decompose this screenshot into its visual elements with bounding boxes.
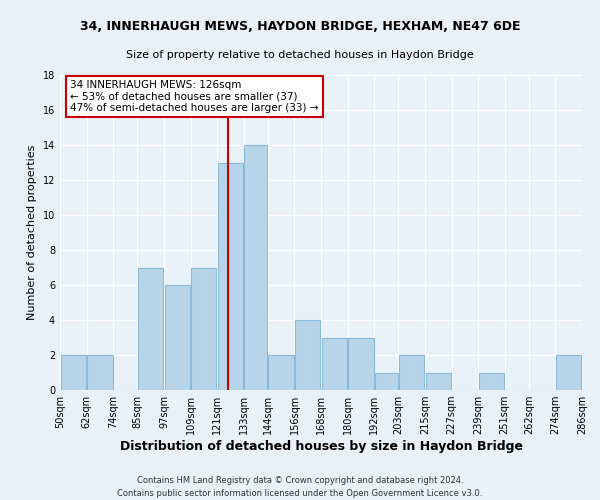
- Bar: [218, 162, 243, 390]
- Text: Contains HM Land Registry data © Crown copyright and database right 2024.: Contains HM Land Registry data © Crown c…: [137, 476, 463, 485]
- Text: 34, INNERHAUGH MEWS, HAYDON BRIDGE, HEXHAM, NE47 6DE: 34, INNERHAUGH MEWS, HAYDON BRIDGE, HEXH…: [80, 20, 520, 33]
- Bar: [348, 338, 374, 390]
- Bar: [399, 355, 424, 390]
- Bar: [425, 372, 451, 390]
- X-axis label: Distribution of detached houses by size in Haydon Bridge: Distribution of detached houses by size …: [119, 440, 523, 453]
- Bar: [374, 372, 398, 390]
- Bar: [295, 320, 320, 390]
- Bar: [479, 372, 504, 390]
- Bar: [138, 268, 163, 390]
- Bar: [61, 355, 86, 390]
- Bar: [164, 285, 190, 390]
- Text: Contains public sector information licensed under the Open Government Licence v3: Contains public sector information licen…: [118, 488, 482, 498]
- Bar: [268, 355, 294, 390]
- Text: 34 INNERHAUGH MEWS: 126sqm
← 53% of detached houses are smaller (37)
47% of semi: 34 INNERHAUGH MEWS: 126sqm ← 53% of deta…: [70, 80, 319, 113]
- Bar: [322, 338, 347, 390]
- Bar: [191, 268, 217, 390]
- Y-axis label: Number of detached properties: Number of detached properties: [27, 145, 37, 320]
- Text: Size of property relative to detached houses in Haydon Bridge: Size of property relative to detached ho…: [126, 50, 474, 60]
- Bar: [244, 145, 268, 390]
- Bar: [556, 355, 581, 390]
- Bar: [87, 355, 113, 390]
